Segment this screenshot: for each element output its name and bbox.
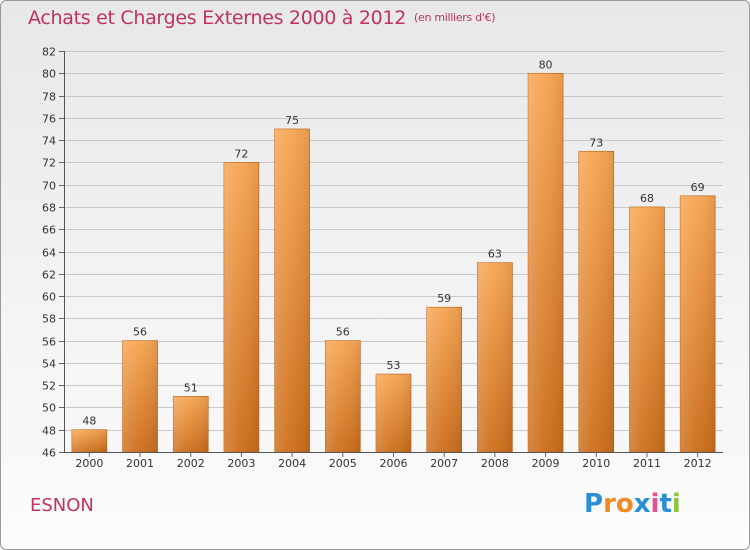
chart-subtitle: (en milliers d'€) bbox=[414, 11, 496, 24]
data-label: 63 bbox=[488, 248, 502, 261]
bar-shine bbox=[173, 396, 209, 452]
x-tick-label: 2004 bbox=[278, 457, 306, 470]
x-tick-label: 2005 bbox=[329, 457, 357, 470]
bar-shine bbox=[274, 128, 310, 452]
logo-letter: P bbox=[584, 489, 604, 519]
data-label: 48 bbox=[82, 415, 96, 428]
data-label: 75 bbox=[285, 114, 299, 127]
data-label: 51 bbox=[184, 381, 198, 394]
logo-letter: i bbox=[650, 489, 660, 519]
town-name: ESNON bbox=[30, 495, 94, 516]
x-tick-label: 2010 bbox=[582, 457, 610, 470]
x-axis-ticks: 2000 2001 2002 2003 2004 2005 2006 2007 2008 2009… bbox=[75, 452, 712, 470]
logo-letter: i bbox=[671, 489, 681, 519]
y-tick-label: 68 bbox=[42, 202, 56, 215]
logo-letter: o bbox=[615, 489, 634, 519]
y-tick-label: 72 bbox=[42, 157, 56, 170]
data-labels: 48 56 51 72 75 56 53 59 63 80 73 68 69 bbox=[82, 58, 704, 427]
data-label: 53 bbox=[387, 359, 401, 372]
x-tick-label: 2012 bbox=[684, 457, 712, 470]
y-tick-label: 52 bbox=[42, 380, 56, 393]
x-tick-label: 2003 bbox=[227, 457, 255, 470]
bar-shine bbox=[477, 262, 513, 452]
bar-shine bbox=[426, 307, 462, 452]
data-label: 80 bbox=[539, 58, 553, 71]
bar-shine bbox=[71, 429, 107, 452]
bar-shine bbox=[376, 374, 411, 452]
x-tick-label: 2001 bbox=[126, 457, 154, 470]
proxiti-logo: Proxiti bbox=[584, 489, 681, 519]
bar-shine bbox=[680, 195, 716, 453]
x-tick-label: 2006 bbox=[380, 457, 408, 470]
chart-title: Achats et Charges Externes 2000 à 2012 (e… bbox=[28, 7, 496, 29]
y-tick-label: 62 bbox=[42, 269, 56, 282]
bar-shine bbox=[223, 162, 259, 452]
y-tick-label: 78 bbox=[42, 91, 56, 104]
y-tick-label: 56 bbox=[42, 336, 56, 349]
y-tick-label: 58 bbox=[42, 313, 56, 326]
y-tick-label: 60 bbox=[42, 291, 56, 304]
bar-shine bbox=[578, 151, 614, 452]
y-axis-ticks: 46 48 50 52 54 56 58 60 62 64 66 68 70 72 74 76 78 80 82 bbox=[42, 46, 64, 460]
y-tick-label: 50 bbox=[42, 402, 56, 415]
y-tick-label: 46 bbox=[42, 447, 56, 460]
x-tick-label: 2002 bbox=[177, 457, 205, 470]
y-tick-label: 76 bbox=[42, 113, 56, 126]
y-tick-label: 54 bbox=[42, 358, 56, 371]
data-label: 72 bbox=[234, 147, 248, 160]
y-tick-label: 48 bbox=[42, 425, 56, 438]
y-tick-label: 80 bbox=[42, 68, 56, 81]
logo-letter: t bbox=[659, 489, 672, 519]
y-tick-label: 66 bbox=[42, 224, 56, 237]
data-label: 69 bbox=[691, 181, 705, 194]
bar-shine bbox=[629, 206, 665, 452]
data-label: 73 bbox=[589, 136, 603, 149]
x-tick-label: 2000 bbox=[75, 457, 103, 470]
data-label: 68 bbox=[640, 192, 654, 205]
data-label: 59 bbox=[437, 292, 451, 305]
x-tick-label: 2008 bbox=[481, 457, 509, 470]
logo-letter: r bbox=[603, 489, 616, 519]
y-tick-label: 82 bbox=[42, 46, 56, 59]
x-tick-label: 2007 bbox=[430, 457, 458, 470]
bar-shine bbox=[122, 340, 158, 452]
bars bbox=[71, 72, 716, 453]
chart-title-text: Achats et Charges Externes 2000 à 2012 bbox=[28, 7, 407, 29]
y-tick-label: 74 bbox=[42, 135, 56, 148]
x-tick-label: 2011 bbox=[633, 457, 661, 470]
data-label: 56 bbox=[336, 326, 350, 339]
bar-shine bbox=[325, 340, 361, 452]
data-label: 56 bbox=[133, 326, 147, 339]
logo-letter: x bbox=[633, 489, 651, 519]
y-tick-label: 70 bbox=[42, 180, 56, 193]
y-tick-label: 64 bbox=[42, 247, 56, 260]
x-tick-label: 2009 bbox=[532, 457, 560, 470]
bar-shine bbox=[528, 73, 564, 453]
